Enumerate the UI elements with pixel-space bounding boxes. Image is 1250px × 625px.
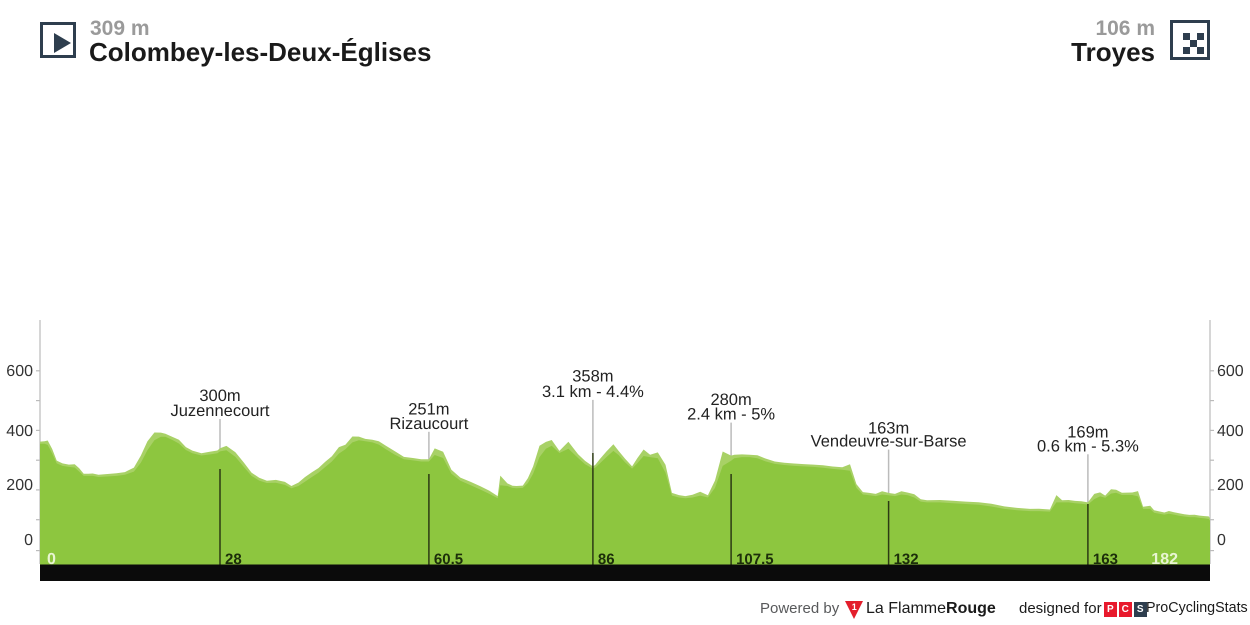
svg-text:163: 163: [1093, 551, 1118, 568]
svg-text:400: 400: [1217, 423, 1244, 440]
svg-text:132: 132: [894, 551, 919, 568]
svg-text:86: 86: [598, 551, 615, 568]
svg-text:3.1 km - 4.4%: 3.1 km - 4.4%: [542, 383, 644, 401]
svg-text:Vendeuvre-sur-Barse: Vendeuvre-sur-Barse: [811, 433, 967, 451]
svg-text:0: 0: [1217, 532, 1226, 549]
svg-text:200: 200: [6, 477, 33, 494]
svg-text:1: 1: [852, 602, 857, 612]
svg-text:182: 182: [1151, 551, 1178, 568]
svg-text:0.6 km - 5.3%: 0.6 km - 5.3%: [1037, 437, 1139, 455]
svg-text:0: 0: [24, 532, 33, 549]
svg-text:600: 600: [6, 363, 33, 380]
svg-text:0: 0: [47, 551, 56, 568]
svg-text:107.5: 107.5: [736, 551, 774, 568]
svg-text:600: 600: [1217, 363, 1244, 380]
svg-text:400: 400: [6, 423, 33, 440]
svg-text:28: 28: [225, 551, 242, 568]
svg-text:200: 200: [1217, 477, 1244, 494]
svg-text:60.5: 60.5: [434, 551, 463, 568]
svg-text:Juzennecourt: Juzennecourt: [170, 402, 269, 420]
svg-text:Rizaucourt: Rizaucourt: [389, 415, 468, 433]
svg-text:2.4 km - 5%: 2.4 km - 5%: [687, 406, 775, 424]
